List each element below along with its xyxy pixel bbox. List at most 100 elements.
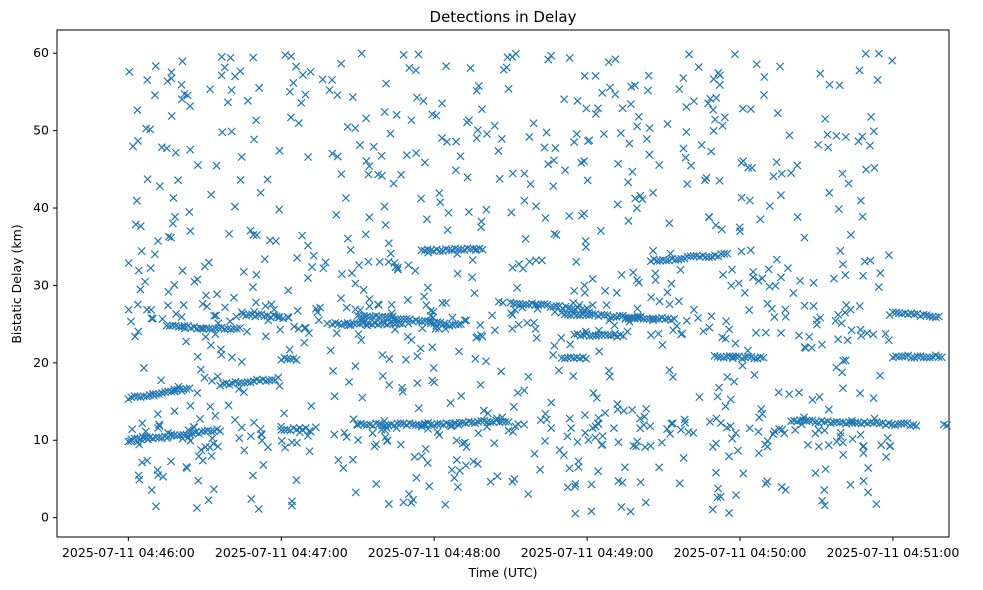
data-point xyxy=(411,266,420,275)
data-point xyxy=(572,353,581,362)
data-point xyxy=(355,141,364,150)
data-point xyxy=(654,329,663,338)
data-point xyxy=(292,355,301,365)
data-point xyxy=(726,422,735,431)
data-point xyxy=(799,413,808,422)
data-point xyxy=(632,442,641,451)
data-point xyxy=(301,90,310,99)
data-point xyxy=(609,424,618,433)
data-point xyxy=(499,65,508,74)
data-point xyxy=(380,107,389,117)
data-point xyxy=(671,255,680,265)
data-point xyxy=(281,51,290,60)
data-point xyxy=(206,427,215,436)
data-point xyxy=(858,132,867,141)
data-point xyxy=(125,67,134,76)
data-point xyxy=(345,377,354,387)
data-point xyxy=(934,312,943,321)
data-point xyxy=(550,229,559,238)
data-point xyxy=(285,87,294,96)
data-point xyxy=(265,376,274,385)
data-point xyxy=(490,326,500,335)
data-point xyxy=(303,241,313,250)
data-point xyxy=(883,433,892,442)
data-point xyxy=(361,230,370,239)
data-point xyxy=(197,427,206,436)
data-point xyxy=(206,85,215,94)
data-point xyxy=(594,467,603,476)
data-point xyxy=(498,298,507,307)
data-point xyxy=(426,311,435,320)
data-point xyxy=(143,435,152,444)
data-point xyxy=(704,99,713,108)
data-point xyxy=(655,160,664,170)
data-point xyxy=(378,312,387,321)
data-point xyxy=(293,306,302,315)
data-point xyxy=(325,86,334,95)
data-point xyxy=(235,434,244,443)
data-point xyxy=(709,126,718,135)
data-point xyxy=(162,321,171,330)
chart-title: Detections in Delay xyxy=(430,8,577,26)
data-point xyxy=(261,302,270,311)
data-point xyxy=(919,310,928,319)
data-point xyxy=(193,275,202,284)
data-point xyxy=(131,220,140,229)
data-point xyxy=(356,306,365,315)
data-point xyxy=(761,328,770,337)
data-point xyxy=(557,333,566,342)
data-point xyxy=(599,129,608,138)
data-point xyxy=(493,414,502,423)
data-point xyxy=(348,455,357,464)
data-point xyxy=(604,58,613,67)
data-point xyxy=(542,128,551,137)
data-point xyxy=(665,219,674,228)
data-point xyxy=(445,321,454,330)
data-point xyxy=(448,313,457,322)
data-point xyxy=(298,70,307,79)
data-point xyxy=(334,456,343,465)
data-point xyxy=(200,373,209,382)
data-point xyxy=(600,330,609,339)
data-point xyxy=(147,305,156,314)
data-point xyxy=(308,262,317,272)
data-point xyxy=(619,406,628,415)
data-point xyxy=(413,379,422,388)
data-point xyxy=(859,271,868,280)
data-point xyxy=(910,310,919,319)
data-point xyxy=(249,230,258,239)
data-point xyxy=(211,330,220,339)
data-point xyxy=(136,285,145,294)
data-point xyxy=(405,63,414,72)
data-point xyxy=(604,366,613,375)
data-point xyxy=(180,322,189,331)
data-point xyxy=(722,352,731,361)
data-point xyxy=(735,223,744,232)
y-tick-label: 40 xyxy=(33,200,49,215)
data-point xyxy=(747,163,757,173)
data-point xyxy=(374,170,383,179)
x-axis: 2025-07-11 04:46:00 2025-07-11 04:47:00 20… xyxy=(62,537,959,560)
data-point xyxy=(582,354,591,363)
data-point xyxy=(611,55,620,64)
data-point xyxy=(164,232,173,241)
data-point xyxy=(737,247,746,256)
data-point xyxy=(297,98,306,107)
data-point xyxy=(581,428,590,437)
data-point xyxy=(213,290,222,299)
data-point xyxy=(707,147,716,156)
data-point xyxy=(463,118,472,127)
data-point xyxy=(734,279,743,288)
data-point xyxy=(676,425,685,434)
data-point xyxy=(514,320,523,329)
data-point xyxy=(240,446,249,455)
data-point xyxy=(251,298,260,307)
data-point xyxy=(464,417,473,426)
data-point xyxy=(584,435,593,444)
data-point xyxy=(277,436,286,445)
data-point xyxy=(477,223,486,232)
data-point xyxy=(787,169,796,178)
data-point xyxy=(165,321,174,330)
data-point xyxy=(764,265,773,274)
data-point xyxy=(453,269,462,278)
